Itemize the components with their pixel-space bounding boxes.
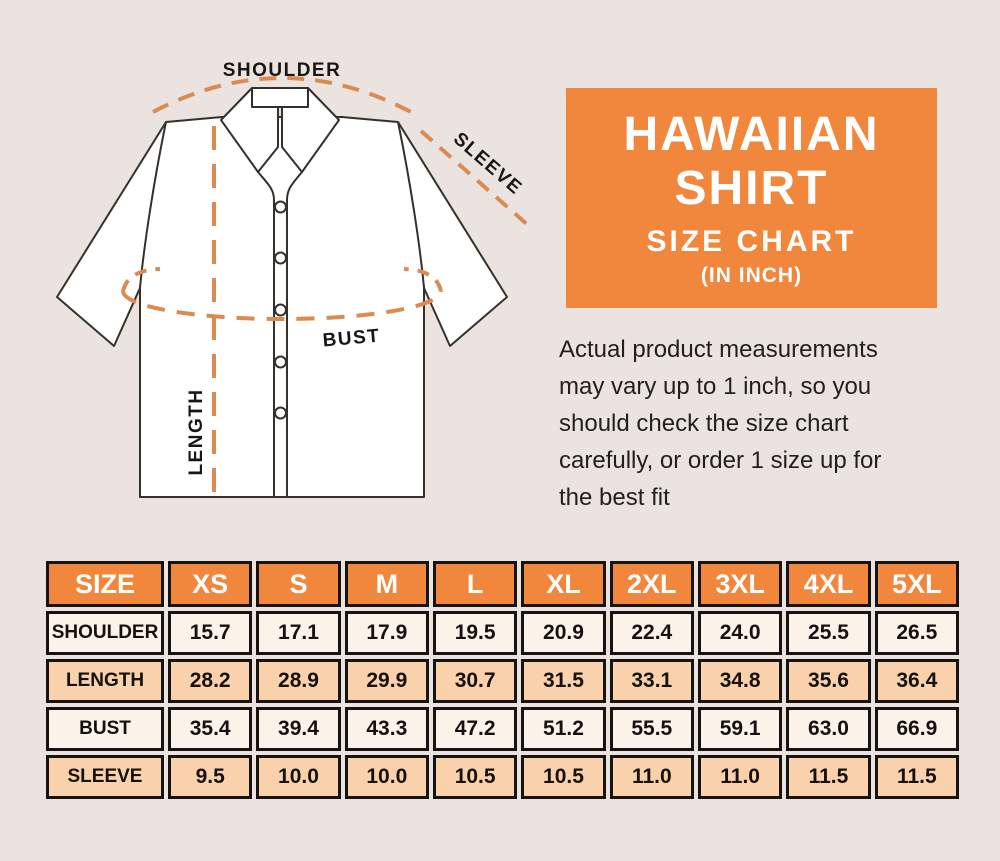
- value-cell: 33.1: [609, 659, 694, 703]
- length-label: LENGTH: [186, 388, 207, 475]
- measurement-note: Actual product measurements may vary up …: [559, 331, 989, 516]
- value-cell: 10.5: [432, 755, 518, 799]
- row-label-cell: SLEEVE: [46, 755, 164, 799]
- value-cell: 28.2: [168, 659, 253, 703]
- value-cell: 19.5: [432, 611, 518, 655]
- value-cell: 39.4: [256, 707, 341, 751]
- value-cell: 24.0: [697, 611, 783, 655]
- value-cell: 29.9: [344, 659, 429, 703]
- header-cell-2xl: 2XL: [609, 561, 694, 607]
- shirt-collar-band: [251, 87, 309, 108]
- header-cell-5xl: 5XL: [874, 561, 959, 607]
- shirt-body: [139, 116, 425, 498]
- row-label-cell: LENGTH: [46, 659, 164, 703]
- value-cell: 63.0: [786, 707, 871, 751]
- header-cell-l: L: [432, 561, 518, 607]
- row-label-cell: BUST: [46, 707, 164, 751]
- value-cell: 47.2: [432, 707, 518, 751]
- value-cell: 20.9: [521, 611, 606, 655]
- note-line: may vary up to 1 inch, so you: [559, 373, 872, 400]
- shoulder-label: SHOULDER: [223, 60, 342, 81]
- table-header-row: SIZE XS S M L XL 2XL 3XL 4XL 5XL: [46, 561, 959, 607]
- note-line: should check the size chart: [559, 410, 849, 437]
- value-cell: 66.9: [874, 707, 959, 751]
- value-cell: 17.1: [256, 611, 341, 655]
- size-table: SIZE XS S M L XL 2XL 3XL 4XL 5XL SHOULDE…: [42, 557, 963, 803]
- shirt-collar-left-wing: [220, 87, 279, 173]
- note-line: Actual product measurements: [559, 336, 878, 363]
- value-cell: 10.0: [344, 755, 429, 799]
- value-cell: 11.5: [786, 755, 871, 799]
- value-cell: 34.8: [697, 659, 783, 703]
- header-cell-xl: XL: [521, 561, 606, 607]
- header-cell-size: SIZE: [46, 561, 164, 607]
- header-cell-4xl: 4XL: [786, 561, 871, 607]
- bust-measure-left-arc: [121, 267, 161, 292]
- shirt-button: [274, 200, 287, 214]
- value-cell: 55.5: [609, 707, 694, 751]
- subtitle: SIZE CHART: [646, 225, 857, 258]
- bust-measure-right-arc: [403, 267, 443, 292]
- value-cell: 43.3: [344, 707, 429, 751]
- table-row-sleeve: SLEEVE 9.5 10.0 10.0 10.5 10.5 11.0 11.0…: [46, 755, 959, 799]
- shirt-button: [274, 303, 287, 317]
- value-cell: 11.0: [609, 755, 694, 799]
- value-cell: 25.5: [786, 611, 871, 655]
- title-line-2: SHIRT: [674, 162, 829, 215]
- header-cell-3xl: 3XL: [697, 561, 783, 607]
- unit-label: (IN INCH): [700, 264, 803, 287]
- shirt-button: [274, 251, 287, 265]
- shirt-placket-left-edge: [257, 171, 275, 497]
- shirt-placket-right-edge: [286, 171, 303, 497]
- bust-measure-ellipse: [121, 290, 443, 321]
- value-cell: 28.9: [256, 659, 341, 703]
- value-cell: 51.2: [521, 707, 606, 751]
- header-cell-m: M: [344, 561, 429, 607]
- shirt-button: [274, 406, 287, 420]
- value-cell: 26.5: [874, 611, 959, 655]
- row-label-cell: SHOULDER: [46, 611, 164, 655]
- value-cell: 17.9: [344, 611, 429, 655]
- value-cell: 11.0: [697, 755, 783, 799]
- value-cell: 30.7: [432, 659, 518, 703]
- value-cell: 31.5: [521, 659, 606, 703]
- value-cell: 59.1: [697, 707, 783, 751]
- note-line: carefully, or order 1 size up for: [559, 447, 882, 474]
- value-cell: 15.7: [168, 611, 253, 655]
- value-cell: 22.4: [609, 611, 694, 655]
- value-cell: 11.5: [874, 755, 959, 799]
- header-cell-xs: XS: [168, 561, 253, 607]
- value-cell: 10.5: [521, 755, 606, 799]
- shirt-diagram: SHOULDER SLEEVE BUST LENGTH: [56, 60, 531, 498]
- header-cell-s: S: [256, 561, 341, 607]
- note-line: the best fit: [559, 484, 670, 511]
- title-panel: HAWAIIAN SHIRT SIZE CHART (IN INCH): [566, 88, 937, 308]
- shirt-button: [274, 355, 287, 369]
- value-cell: 35.6: [786, 659, 871, 703]
- shirt-collar-right-wing: [281, 87, 340, 173]
- shoulder-measure-line: [152, 76, 412, 114]
- table-row-bust: BUST 35.4 39.4 43.3 47.2 51.2 55.5 59.1 …: [46, 707, 959, 751]
- table-row-shoulder: SHOULDER 15.7 17.1 17.9 19.5 20.9 22.4 2…: [46, 611, 959, 655]
- value-cell: 10.0: [256, 755, 341, 799]
- value-cell: 35.4: [168, 707, 253, 751]
- value-cell: 36.4: [874, 659, 959, 703]
- table-row-length: LENGTH 28.2 28.9 29.9 30.7 31.5 33.1 34.…: [46, 659, 959, 703]
- value-cell: 9.5: [168, 755, 253, 799]
- title-line-1: HAWAIIAN: [623, 108, 880, 161]
- bust-label: BUST: [322, 326, 381, 352]
